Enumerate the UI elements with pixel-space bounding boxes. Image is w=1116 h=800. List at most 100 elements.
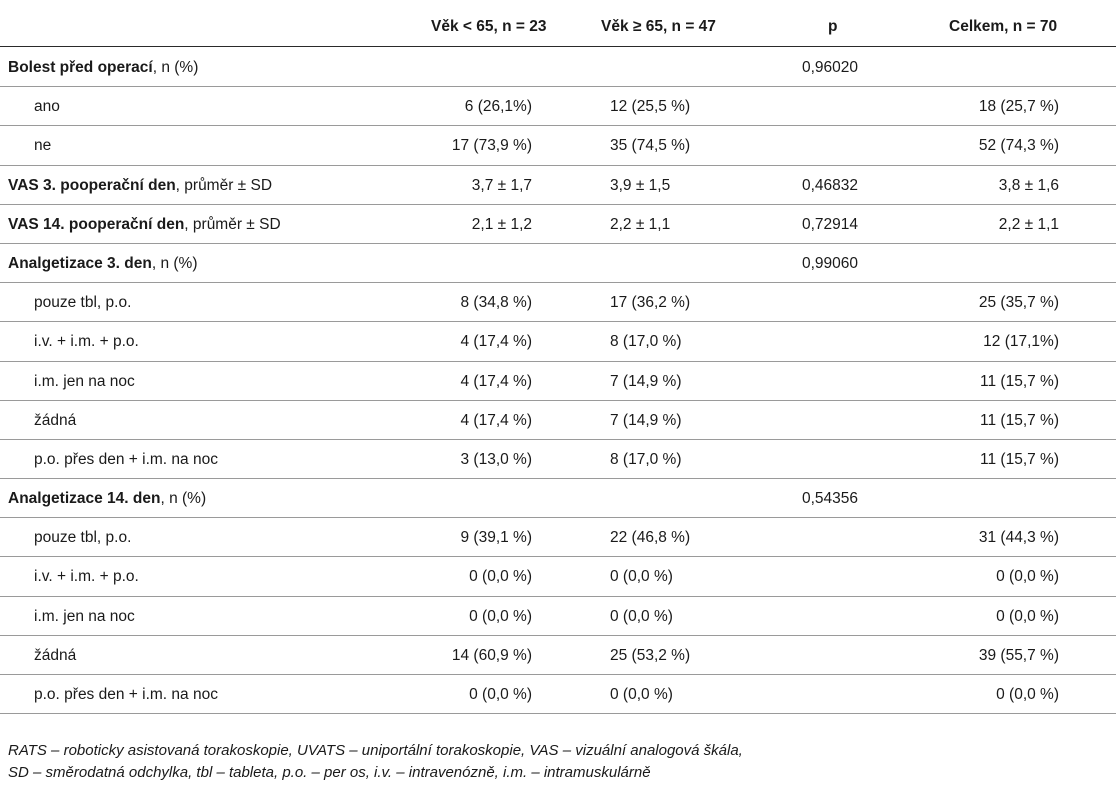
row-label-bold: Bolest před operací: [8, 59, 153, 76]
row-label-bold: VAS 3. pooperační den: [8, 176, 176, 194]
cell-c4: 2,2 ± 1,1: [998, 215, 1059, 233]
header-age-under-65: Věk < 65, n = 23: [431, 18, 547, 35]
row-label: žádná: [34, 411, 77, 429]
row-label: Bolest před operací, n (%): [8, 59, 198, 77]
table-row: ne 17 (73,9 %) 35 (74,5 %) 52 (74,3 %): [0, 126, 1116, 166]
cell-c2: 3,9 ± 1,5: [610, 176, 671, 194]
cell-c4: 0 (0,0 %): [996, 607, 1059, 625]
cell-c1: 4 (17,4 %): [460, 411, 532, 429]
cell-c1: 9 (39,1 %): [460, 529, 532, 547]
cell-c4: 0 (0,0 %): [996, 686, 1059, 703]
table-footnote: RATS – roboticky asistovaná torakoskopie…: [8, 740, 743, 784]
row-label: i.v. + i.m. + p.o.: [34, 333, 139, 351]
row-label: i.m. jen na noc: [34, 372, 135, 390]
cell-c1: 0 (0,0 %): [469, 568, 532, 586]
row-label-unit: , n (%): [152, 59, 199, 76]
row-label: ne: [34, 137, 52, 155]
cell-c1: 4 (17,4 %): [460, 372, 532, 390]
table-row: žádná 14 (60,9 %) 25 (53,2 %) 39 (55,7 %): [0, 635, 1116, 675]
table-group-row: Analgetizace 14. den, n (%) 0,54356: [0, 479, 1116, 519]
cell-c2: 35 (74,5 %): [610, 137, 691, 155]
header-p-value: p: [828, 18, 838, 35]
cell-c1: 2,1 ± 1,2: [471, 215, 532, 233]
row-label: pouze tbl, p.o.: [34, 529, 132, 547]
row-label: p.o. přes den + i.m. na noc: [34, 450, 218, 468]
cell-c4: 18 (25,7 %): [978, 98, 1059, 116]
cell-c3: 0,99060: [802, 254, 859, 272]
cell-c4: 12 (17,1%): [983, 333, 1059, 351]
cell-c2: 7 (14,9 %): [610, 411, 682, 429]
cell-c3: 0,54356: [802, 490, 859, 508]
cell-c2: 0 (0,0 %): [610, 568, 673, 586]
table-header: Věk < 65, n = 23 Věk ≥ 65, n = 47 p Celk…: [0, 0, 1116, 47]
header-total: Celkem, n = 70: [949, 18, 1058, 35]
row-label: pouze tbl, p.o.: [34, 294, 132, 312]
cell-c2: 22 (46,8 %): [610, 529, 691, 547]
row-label: p.o. přes den + i.m. na noc: [34, 686, 218, 703]
cell-c4: 3,8 ± 1,6: [998, 176, 1059, 194]
cell-c2: 12 (25,5 %): [610, 98, 691, 116]
table-row: ano 6 (26,1%) 12 (25,5 %) 18 (25,7 %): [0, 87, 1116, 127]
row-label: Analgetizace 14. den, n (%): [8, 490, 206, 508]
row-label: VAS 3. pooperační den, průměr ± SD: [8, 177, 272, 195]
table-row: i.v. + i.m. + p.o. 4 (17,4 %) 8 (17,0 %) 12…: [0, 322, 1116, 362]
cell-c1: 0 (0,0 %): [469, 686, 532, 703]
row-label-unit: , průměr ± SD: [184, 215, 281, 233]
cell-c4: 39 (55,7 %): [978, 646, 1059, 664]
row-label-unit: , n (%): [160, 490, 207, 508]
cell-c3: 0,72914: [802, 215, 859, 233]
footnote-line-1: RATS – roboticky asistovaná torakoskopie…: [8, 742, 743, 759]
cell-c1: 8 (34,8 %): [460, 294, 532, 312]
cell-c2: 2,2 ± 1,1: [610, 215, 671, 233]
row-label-bold: Analgetizace 14. den: [8, 490, 161, 508]
cell-c4: 25 (35,7 %): [978, 294, 1059, 312]
table-group-row: Analgetizace 3. den, n (%) 0,99060: [0, 244, 1116, 284]
cell-c1: 3 (13,0 %): [460, 450, 532, 468]
cell-c4: 52 (74,3 %): [978, 137, 1059, 155]
row-label: žádná: [34, 646, 77, 664]
cell-c4: 31 (44,3 %): [978, 529, 1059, 547]
footnote-line-2: SD – směrodatná odchylka, tbl – tableta,…: [8, 764, 651, 781]
cell-c2: 7 (14,9 %): [610, 372, 682, 390]
cell-c3: 0,96020: [802, 59, 859, 76]
row-label-unit: , průměr ± SD: [175, 176, 273, 194]
row-label-unit: , n (%): [151, 254, 198, 272]
row-label-bold: VAS 14. pooperační den: [8, 215, 185, 233]
cell-c1: 14 (60,9 %): [451, 646, 532, 664]
cell-c2: 0 (0,0 %): [610, 686, 673, 703]
row-label: i.m. jen na noc: [34, 607, 135, 625]
cell-c2: 8 (17,0 %): [610, 333, 682, 351]
table-row: p.o. přes den + i.m. na noc 3 (13,0 %) 8 (…: [0, 439, 1116, 480]
row-label: Analgetizace 3. den, n (%): [8, 255, 198, 273]
row-label-bold: Analgetizace 3. den: [8, 254, 152, 272]
table-row: žádná 4 (17,4 %) 7 (14,9 %) 11 (15,7 %): [0, 400, 1116, 440]
table-group-row: Bolest před operací, n (%) 0,96020: [0, 48, 1116, 88]
cell-c2: 17 (36,2 %): [610, 294, 691, 312]
cell-c1: 0 (0,0 %): [469, 607, 532, 625]
cell-c4: 11 (15,7 %): [980, 450, 1059, 468]
row-label: VAS 14. pooperační den, průměr ± SD: [8, 216, 281, 234]
cell-c4: 11 (15,7 %): [980, 372, 1059, 390]
table-row: i.v. + i.m. + p.o. 0 (0,0 %) 0 (0,0 %) 0 (0…: [0, 557, 1116, 597]
header-age-65-plus: Věk ≥ 65, n = 47: [601, 18, 716, 35]
table-row: pouze tbl, p.o. 8 (34,8 %) 17 (36,2 %) 25 (…: [0, 283, 1116, 323]
cell-c3: 0,46832: [802, 176, 859, 194]
cell-c1: 3,7 ± 1,7: [471, 176, 532, 194]
cell-c4: 0 (0,0 %): [996, 568, 1059, 586]
cell-c1: 17 (73,9 %): [451, 137, 532, 155]
table-row: pouze tbl, p.o. 9 (39,1 %) 22 (46,8 %) 31 (…: [0, 518, 1116, 558]
table-row: p.o. přes den + i.m. na noc 0 (0,0 %) 0 (0…: [0, 675, 1116, 715]
table-body: Bolest před operací, n (%) 0,96020 ano 6 (2…: [0, 48, 1116, 715]
cell-c1: 4 (17,4 %): [460, 333, 532, 351]
cell-c1: 6 (26,1%): [464, 98, 532, 116]
cell-c2: 8 (17,0 %): [610, 450, 682, 468]
cell-c4: 11 (15,7 %): [980, 411, 1059, 429]
table-group-row: VAS 14. pooperační den, průměr ± SD 2,1 ±…: [0, 205, 1116, 244]
row-label: i.v. + i.m. + p.o.: [34, 568, 139, 586]
table-row: i.m. jen na noc 0 (0,0 %) 0 (0,0 %) 0 (0,0 …: [0, 596, 1116, 636]
row-label: ano: [34, 98, 60, 116]
table-group-row: VAS 3. pooperační den, průměr ± SD 3,7 ± …: [0, 166, 1116, 205]
table-row: i.m. jen na noc 4 (17,4 %) 7 (14,9 %) 11 (1…: [0, 361, 1116, 401]
cell-c2: 25 (53,2 %): [610, 646, 691, 664]
cell-c2: 0 (0,0 %): [610, 607, 673, 625]
